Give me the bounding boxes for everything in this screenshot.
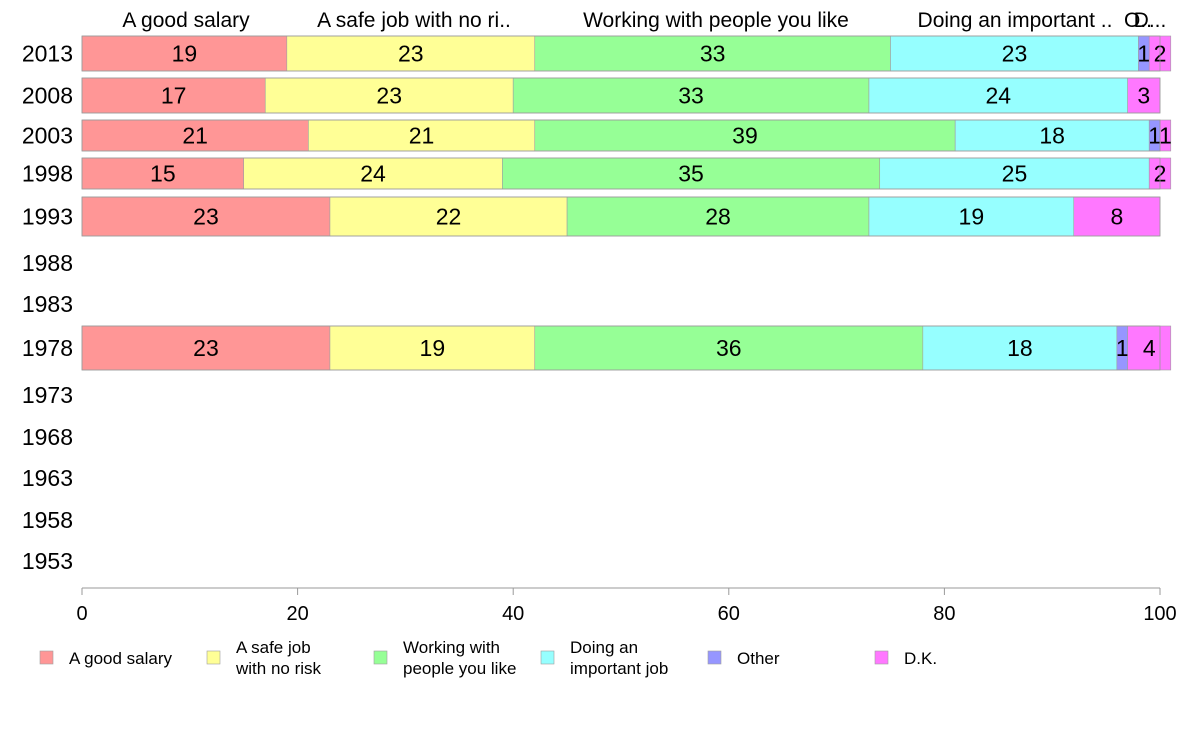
bar-segment — [922, 325, 1118, 371]
y-tick-label: 1998 — [22, 161, 73, 187]
legend-label: with no risk — [235, 659, 322, 678]
bar-value-label: 39 — [732, 123, 758, 149]
bar-value-label: 36 — [716, 335, 742, 361]
y-tick-label: 2013 — [22, 41, 73, 67]
legend-label: Doing an — [570, 638, 638, 657]
bar-value-label: 21 — [182, 123, 208, 149]
bar-value-label: 24 — [360, 161, 386, 187]
legend-label: Working with — [403, 638, 500, 657]
x-tick-label: 100 — [1143, 603, 1176, 625]
legend-swatch — [206, 650, 221, 665]
legend-swatch — [707, 650, 722, 665]
legend-label: Other — [737, 649, 780, 668]
legend-label: people you like — [403, 659, 516, 678]
y-tick-label: 2003 — [22, 123, 73, 149]
y-tick-label: 1978 — [22, 335, 73, 361]
bar-value-label: 23 — [376, 83, 402, 109]
column-header: Working with people you like — [583, 9, 849, 32]
y-tick-label: 2008 — [22, 83, 73, 109]
bar-segment — [1073, 196, 1161, 237]
legend-swatch — [540, 650, 555, 665]
bar-value-label: 18 — [1039, 123, 1065, 149]
bar-segment — [308, 119, 536, 152]
bar-segment — [81, 196, 331, 237]
bar-segment — [890, 35, 1139, 72]
bar-outline — [81, 325, 1161, 371]
column-header: A good salary — [122, 9, 250, 32]
bar-segment — [534, 119, 956, 152]
x-tick-label: 80 — [933, 603, 955, 625]
legend-swatch — [39, 650, 54, 665]
y-tick-label: 1983 — [22, 291, 73, 317]
x-tick-label: 20 — [286, 603, 308, 625]
column-header: O.. — [1124, 9, 1152, 32]
bar-value-label: 15 — [150, 161, 176, 187]
bar-value-label: 1 — [1148, 123, 1161, 149]
bar-value-label: 24 — [986, 83, 1012, 109]
bar-value-label: 23 — [398, 41, 424, 67]
y-tick-label: 1988 — [22, 250, 73, 276]
bar-value-label: 4 — [1143, 335, 1156, 361]
column-header: Doing an important .. — [918, 9, 1113, 32]
bar-segment — [81, 119, 309, 152]
x-tick-label: 60 — [718, 603, 740, 625]
bar-value-label: 23 — [193, 335, 219, 361]
bar-value-label: 1 — [1116, 335, 1129, 361]
bar-segment — [868, 196, 1075, 237]
bar-value-label: 8 — [1110, 204, 1123, 230]
bar-segment — [868, 77, 1128, 114]
bar-value-label: 3 — [1137, 83, 1150, 109]
y-tick-label: 1958 — [22, 507, 73, 533]
bar-segment — [879, 157, 1150, 190]
bar-outline — [81, 157, 1161, 190]
legend-label: D.K. — [904, 649, 937, 668]
bar-value-label: 19 — [172, 41, 198, 67]
bar-value-label: 19 — [959, 204, 985, 230]
column-header: D... — [1134, 9, 1167, 32]
column-headers: A good salary A safe job with no ri.. Work… — [122, 9, 1166, 32]
y-tick-label: 1963 — [22, 465, 73, 491]
bar-segment — [264, 77, 514, 114]
bar-value-label: 1 — [1159, 123, 1172, 149]
bar-value-label: 33 — [700, 41, 726, 67]
x-axis: 0 20 40 60 80 100 — [76, 587, 1177, 625]
bar-value-label: 1 — [1137, 41, 1150, 67]
legend-swatch — [373, 650, 388, 665]
bar-value-label: 25 — [1002, 161, 1028, 187]
bar-value-label: 23 — [1002, 41, 1028, 67]
y-axis-labels: 2013 2008 2003 1998 1993 1988 1983 1978 1973 1968… — [22, 41, 73, 575]
bar-value-label: 19 — [420, 335, 446, 361]
bar-segment — [954, 119, 1150, 152]
legend: A good salary A safe job with no risk Worki… — [39, 638, 937, 678]
legend-label: A safe job — [236, 638, 311, 657]
bar-outline — [81, 196, 1161, 237]
y-tick-label: 1973 — [22, 382, 73, 408]
bar-segment — [502, 157, 881, 190]
bar-value-label: 23 — [193, 204, 219, 230]
legend-label: important job — [570, 659, 668, 678]
y-tick-label: 1968 — [22, 424, 73, 450]
column-header: A safe job with no ri.. — [317, 9, 511, 32]
x-tick-label: 40 — [502, 603, 524, 625]
bar-value-label: 28 — [705, 204, 731, 230]
bar-segment — [243, 157, 503, 190]
bar-segment — [329, 196, 568, 237]
legend-swatch — [874, 650, 889, 665]
bar-value-label: 33 — [678, 83, 704, 109]
x-tick-label: 0 — [76, 603, 87, 625]
bar-segment — [329, 325, 536, 371]
bar-value-label: 21 — [409, 123, 435, 149]
legend-label: A good salary — [69, 649, 173, 668]
bar-outline — [81, 119, 1161, 152]
bar-value-label: 22 — [436, 204, 462, 230]
y-tick-label: 1993 — [22, 204, 73, 230]
bar-value-label: 35 — [678, 161, 704, 187]
bar-outline — [81, 35, 1161, 72]
bar-outline — [81, 77, 1161, 114]
bar-value-label: 17 — [161, 83, 187, 109]
y-tick-label: 1953 — [22, 548, 73, 574]
bar-value-label: 18 — [1007, 335, 1033, 361]
